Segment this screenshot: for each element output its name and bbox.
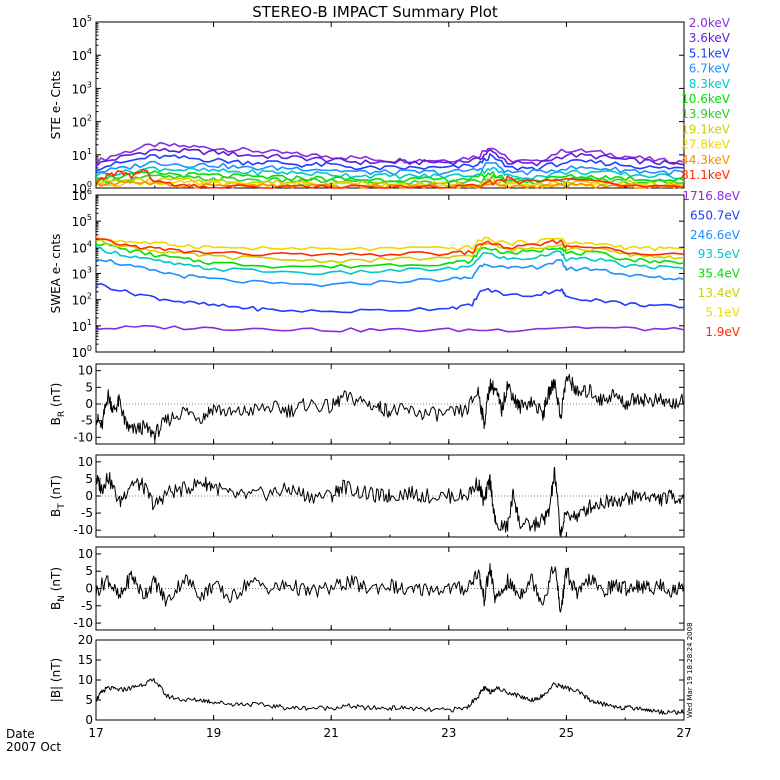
y-axis-label-swea: SWEA e- cnts (49, 234, 63, 314)
legend-item: 650.7eV (690, 208, 741, 222)
y-tick-label: -10 (73, 616, 93, 630)
x-tick-label: 25 (559, 726, 574, 740)
legend-item: 93.5eV (698, 247, 741, 261)
legend-item: 8.3keV (689, 77, 731, 91)
date-label: Date (6, 727, 35, 741)
series-line-ste-7 (95, 177, 685, 188)
y-tick-label: 0 (85, 713, 93, 727)
series-line-swea-0 (95, 324, 685, 333)
y-tick-label: 5 (85, 472, 93, 486)
series-line-bmag-0 (95, 678, 685, 715)
y-tick-label: 0 (85, 582, 93, 596)
y-tick-label: -10 (73, 430, 93, 444)
y-tick-label: 10 (78, 547, 93, 561)
series-line-ste-10 (95, 168, 685, 189)
timestamp-note: Wed Mar 19 18:28:24 2008 (686, 622, 694, 718)
x-tick-label: 17 (88, 726, 103, 740)
date-value: 2007 Oct (6, 740, 61, 754)
legend-item: 13.9keV (681, 107, 731, 121)
y-tick-label: 0 (85, 489, 93, 503)
legend-item: 5.1keV (689, 46, 731, 60)
y-tick-label: -10 (73, 523, 93, 537)
y-tick-label: 106 (72, 187, 92, 203)
y-tick-label: 103 (72, 266, 92, 282)
y-axis-label-bt: BT (nT) (49, 475, 67, 517)
series-line-swea-6 (95, 236, 685, 252)
series-line-swea-3 (95, 245, 685, 276)
panel-swea: 100 101 102 103 104 105 106 SWEA e- cnts 1716.8e… (49, 187, 741, 360)
y-tick-label: 10 (78, 364, 93, 378)
series-line-bt-0 (95, 466, 685, 537)
legend-item: 1716.8eV (682, 189, 740, 203)
legend-item: 35.4eV (698, 267, 741, 281)
y-tick-label: -5 (81, 506, 93, 520)
panel-bn: -10 -5 0 5 10 BN (nT) (49, 546, 685, 631)
y-tick-label: 105 (72, 14, 92, 30)
y-tick-label: 103 (72, 80, 92, 96)
y-tick-label: 5 (85, 693, 93, 707)
legend-item: 10.6keV (681, 92, 731, 106)
y-axis-label-ste: STE e- Cnts (49, 71, 63, 140)
panel-br: -10 -5 0 5 10 BR (nT) (49, 363, 685, 445)
series-line-br-0 (95, 373, 685, 442)
series-line-swea-4 (95, 242, 685, 269)
x-tick-label: 27 (676, 726, 691, 740)
y-tick-label: 5 (85, 564, 93, 578)
y-tick-label: 104 (72, 47, 92, 63)
y-tick-label: 0 (85, 397, 93, 411)
series-line-bn-0 (95, 563, 685, 613)
legend-item: 2.0keV (689, 16, 731, 30)
legend-item: 19.1keV (681, 122, 731, 136)
panel-bt: -10 -5 0 5 10 BT (nT) (49, 454, 685, 538)
legend-item: 44.3keV (681, 153, 731, 167)
legend-item: 81.1keV (681, 168, 731, 182)
series-line-ste-3 (95, 160, 685, 176)
y-tick-label: 101 (72, 147, 92, 163)
chart-title: STEREO-B IMPACT Summary Plot (252, 3, 498, 21)
y-tick-label: 102 (72, 114, 92, 130)
y-tick-label: 101 (72, 318, 92, 334)
legend-item: 6.7keV (689, 62, 731, 76)
series-line-swea-2 (95, 258, 685, 288)
legend-item: 1.9eV (705, 325, 740, 339)
y-axis-label-br: BR (nT) (49, 383, 67, 426)
series-line-ste-5 (95, 170, 685, 184)
y-tick-label: 5 (85, 380, 93, 394)
y-axis-label-bn: BN (nT) (49, 567, 67, 610)
legend-item: 27.8keV (681, 138, 731, 152)
y-axis-label-bmag: |B| (nT) (49, 658, 63, 702)
legend-item: 246.6eV (690, 228, 741, 242)
series-line-swea-7 (95, 237, 685, 257)
y-tick-label: 15 (78, 653, 93, 667)
y-tick-label: 20 (78, 633, 93, 647)
x-tick-label: 23 (441, 726, 456, 740)
series-line-ste-4 (95, 166, 685, 180)
y-tick-label: 100 (72, 344, 92, 360)
panel-bmag: 0 5 10 15 20 |B| (nT) (49, 633, 685, 727)
y-tick-label: 104 (72, 239, 92, 255)
x-tick-label: 21 (324, 726, 339, 740)
series-line-ste-2 (95, 153, 685, 172)
y-tick-label: -5 (81, 599, 93, 613)
y-tick-label: -5 (81, 414, 93, 428)
legend-item: 3.6keV (689, 31, 731, 45)
legend-item: 13.4eV (698, 286, 741, 300)
series-line-ste-0 (95, 141, 685, 166)
legend-item: 5.1eV (705, 305, 740, 319)
x-tick-label: 19 (206, 726, 221, 740)
y-tick-label: 102 (72, 292, 92, 308)
series-line-ste-1 (95, 147, 685, 168)
y-tick-label: 105 (72, 213, 92, 229)
y-tick-label: 10 (78, 673, 93, 687)
series-line-ste-8 (95, 179, 685, 189)
x-axis: 17 19 21 23 25 27 (88, 726, 691, 740)
y-tick-label: 10 (78, 455, 93, 469)
series-line-swea-1 (95, 282, 685, 314)
